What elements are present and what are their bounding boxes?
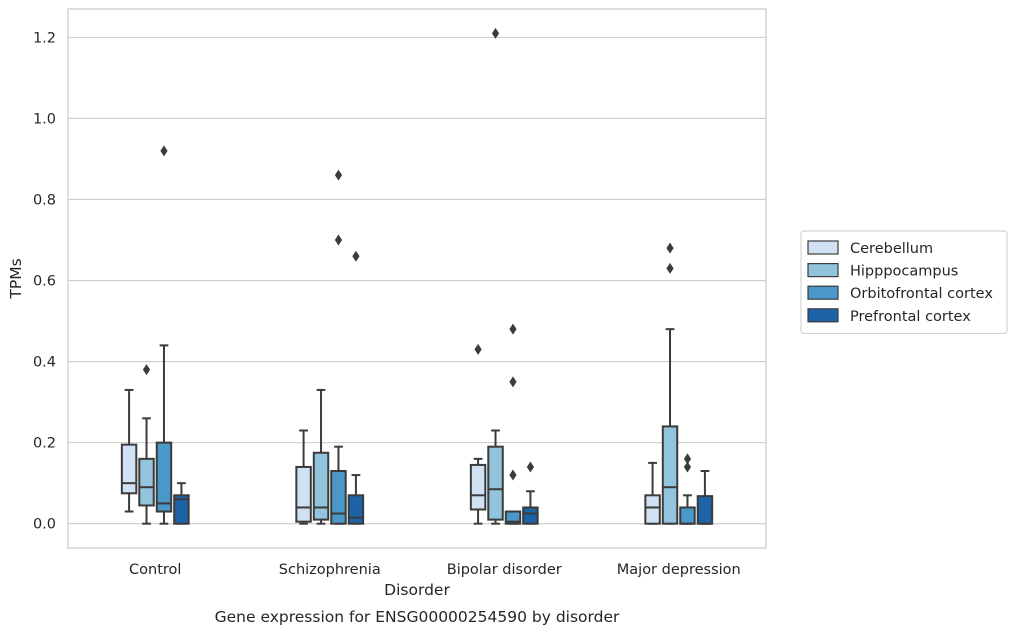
box-plot	[679, 453, 696, 525]
y-tick-label: 0.0	[33, 517, 56, 533]
y-axis-label: TPMs	[7, 258, 25, 299]
box-plot	[522, 461, 539, 525]
box-iqr	[522, 506, 539, 525]
outlier-point	[334, 234, 343, 246]
x-tick-label: Major depression	[617, 562, 741, 578]
x-tick-label: Control	[129, 562, 181, 578]
outlier-point	[491, 27, 500, 39]
outlier-point	[352, 250, 360, 262]
y-tick-label: 0.4	[33, 355, 56, 371]
legend-item: Cerebellum	[807, 240, 933, 257]
outlier-point	[142, 364, 151, 376]
outlier-point	[683, 453, 692, 465]
legend-item: Orbitofrontal cortex	[807, 285, 993, 302]
chart-caption: Gene expression for ENSG00000254590 by d…	[215, 608, 620, 626]
outlier-point	[526, 461, 535, 473]
box-plot	[312, 388, 330, 525]
box-plot	[504, 323, 522, 525]
box-iqr	[696, 495, 714, 525]
box-iqr	[661, 425, 679, 525]
box-iqr	[120, 443, 138, 495]
y-tick-label: 0.8	[33, 192, 56, 208]
y-tick-labels: 0.0 0.2 0.4 0.6 0.8 1.0 1.2	[33, 30, 56, 532]
outlier-point	[666, 242, 674, 254]
y-tick-label: 1.0	[33, 111, 56, 127]
outlier-point	[474, 343, 482, 355]
box-iqr	[347, 494, 365, 525]
box-plot	[347, 250, 365, 525]
box-iqr	[679, 506, 696, 525]
legend-frame	[800, 230, 1008, 334]
box-plot	[295, 429, 312, 525]
x-tick-label: Bipolar disorder	[447, 562, 562, 578]
outlier-point	[509, 323, 517, 335]
gridlines	[68, 36, 766, 525]
legend: Cerebellum Hipppocampus Orbitofrontal cort…	[800, 230, 1008, 334]
y-tick-label: 0.2	[33, 436, 56, 452]
legend-label: Orbitofrontal cortex	[850, 286, 993, 302]
plot-frame	[67, 8, 767, 549]
box-plot	[138, 364, 155, 525]
box-plot	[120, 388, 138, 513]
legend-label: Cerebellum	[850, 241, 933, 257]
legend-item: Prefrontal cortex	[807, 308, 971, 325]
plot-area	[68, 9, 766, 548]
outlier-point	[509, 469, 517, 481]
box-plot	[644, 461, 661, 525]
box-iqr	[312, 451, 330, 521]
box-groups	[120, 27, 714, 525]
outlier-point	[160, 145, 168, 157]
x-tick-label: Schizophrenia	[279, 562, 381, 578]
y-tick-label: 0.6	[33, 274, 56, 290]
legend-label: Hipppocampus	[850, 264, 958, 280]
legend-item: Hipppocampus	[807, 263, 958, 280]
outlier-point	[683, 461, 692, 473]
legend-swatch	[807, 308, 839, 323]
legend-swatch	[807, 240, 839, 255]
legend-swatch	[807, 263, 839, 278]
box-plot	[696, 470, 714, 525]
legend-label: Prefrontal cortex	[850, 309, 971, 325]
x-tick-labels: Control Schizophrenia Bipolar disorder Majo…	[129, 562, 741, 578]
legend-swatch	[807, 285, 839, 300]
box-iqr	[487, 445, 504, 521]
box-iqr	[295, 465, 312, 523]
box-iqr	[644, 494, 661, 525]
box-plot	[330, 169, 347, 525]
outlier-point	[666, 262, 674, 274]
box-plot	[173, 482, 190, 525]
box-plot	[487, 27, 504, 525]
box-iqr	[504, 510, 522, 525]
box-plot	[469, 343, 487, 525]
box-plot	[661, 242, 679, 525]
box-iqr	[173, 494, 190, 525]
outlier-point	[509, 376, 517, 388]
outlier-point	[334, 169, 343, 181]
box-iqr	[138, 457, 155, 507]
y-tick-label: 1.2	[33, 30, 56, 46]
box-iqr	[155, 441, 173, 513]
box-iqr	[469, 463, 487, 511]
box-plot	[155, 145, 173, 525]
x-axis-label: Disorder	[384, 581, 450, 599]
box-iqr	[330, 470, 347, 525]
